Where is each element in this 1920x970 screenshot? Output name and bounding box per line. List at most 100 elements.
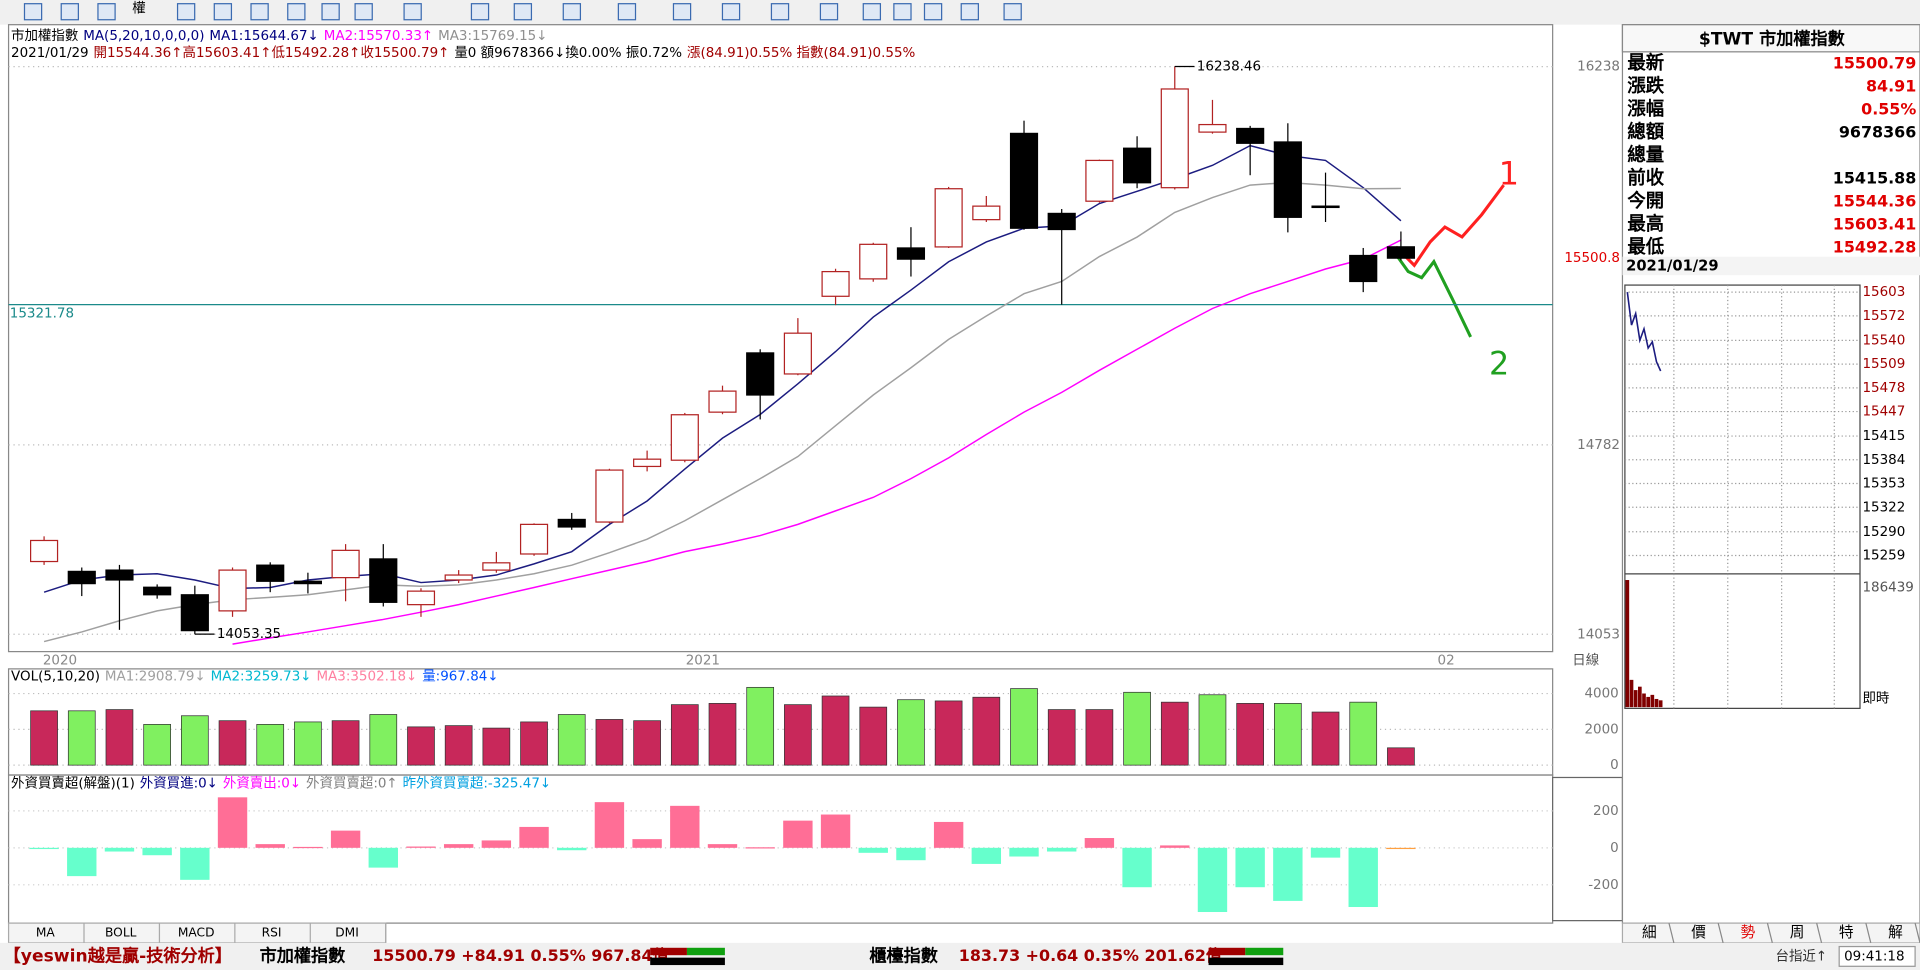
tool-icon[interactable] [862, 3, 882, 21]
foreign-bar [67, 847, 97, 877]
indicator-tab[interactable]: BOLL [105, 925, 137, 939]
candle-body [1160, 88, 1189, 189]
tool-icon[interactable] [321, 3, 340, 21]
tab-separator [1816, 922, 1823, 943]
tab-separator [1668, 922, 1675, 943]
quote-value: 0.55% [1861, 100, 1916, 119]
side-tab[interactable]: 解 [1888, 924, 1903, 941]
candle-body [1236, 127, 1265, 144]
toolbar-label[interactable]: 權 [132, 1, 145, 17]
foreign-bar [1047, 847, 1077, 852]
tool-icon[interactable] [819, 3, 839, 21]
indicator-tab[interactable]: DMI [335, 925, 359, 939]
tool-icon[interactable] [354, 3, 373, 21]
volume-bar [595, 719, 624, 766]
foreign-bar [443, 844, 474, 848]
indicator-tab[interactable]: MA [36, 925, 56, 939]
tool-icon[interactable] [562, 3, 582, 21]
y-tick-label: 0 [1610, 757, 1619, 773]
tool-icon[interactable] [960, 3, 979, 21]
indicator-tab[interactable]: MACD [178, 925, 215, 939]
y-tick-label: 15415 [1862, 428, 1905, 444]
ma-line [43, 181, 1401, 643]
header-line: 外資買賣超(解盤)(1) 外資買進:0↓ 外資賣出:0↓ 外資買賣超:0↑ 昨外資買賣超… [11, 776, 551, 792]
foreign-bar [707, 844, 738, 848]
foreign-bar [1273, 847, 1303, 901]
foreign-bar [368, 847, 398, 868]
candle-body [1311, 205, 1340, 209]
tool-icon[interactable] [470, 3, 490, 21]
header-segment: 量:967.84↓ [422, 668, 498, 684]
y-tick-label: 15540 [1862, 332, 1905, 348]
quote-value: 84.91 [1866, 77, 1916, 96]
tool-icon[interactable] [60, 3, 79, 21]
tool-icon[interactable] [721, 3, 741, 21]
tool-icon[interactable] [403, 3, 422, 21]
side-tab[interactable]: 價 [1691, 924, 1706, 941]
header-segment: 量0 額9678366↓換0.00% 振0.72% [454, 45, 682, 61]
tool-icon[interactable] [672, 3, 692, 21]
candle-body [972, 205, 1001, 221]
tab-separator [1766, 922, 1773, 943]
tool-icon[interactable] [893, 3, 912, 21]
header-segment: 外資買進:0↓ [140, 776, 218, 792]
quote-label: 漲跌 [1627, 75, 1664, 97]
candle-body [444, 574, 473, 581]
tool-icon[interactable] [1003, 3, 1022, 21]
foreign-bar [745, 847, 775, 849]
tab-separator [1717, 922, 1724, 943]
indicator-tab[interactable]: RSI [262, 925, 282, 939]
tool-icon[interactable] [23, 3, 43, 21]
volume-bar [1123, 691, 1151, 766]
side-tab[interactable]: 細 [1642, 924, 1657, 941]
tool-icon[interactable] [213, 3, 233, 21]
tool-icon[interactable] [513, 3, 533, 21]
foreign-bar [858, 847, 888, 853]
candle-body [1085, 159, 1114, 202]
status-bar [0, 942, 1920, 970]
status-quote: 183.73 +0.64 0.35% 201.62億 [959, 946, 1222, 965]
volume-bar [972, 696, 1001, 766]
status-link[interactable]: 台指近↑ [1776, 948, 1828, 964]
y-tick-label: 15259 [1862, 547, 1905, 563]
tool-icon[interactable] [617, 3, 637, 21]
mini-volume-bar [1625, 580, 1630, 708]
candle-body [1123, 147, 1152, 184]
volume-bar [67, 710, 96, 766]
candle-body [369, 558, 398, 603]
header-segment: VOL(5,10,20) [11, 668, 100, 684]
y-tick-label: 15322 [1862, 499, 1905, 515]
volume-bar [1387, 747, 1415, 766]
tool-icon[interactable] [923, 3, 943, 21]
side-tab[interactable]: 周 [1790, 924, 1805, 941]
mini-label: 即時 [1862, 690, 1889, 706]
tool-icon[interactable] [250, 3, 269, 21]
volume-bar [1085, 709, 1114, 766]
status-name: 市加權指數 [260, 945, 346, 966]
y-tick-label: 15290 [1862, 524, 1905, 540]
foreign-bar [670, 805, 700, 848]
side-tab[interactable]: 特 [1839, 924, 1854, 941]
tool-icon[interactable] [97, 3, 116, 21]
tool-icon[interactable] [770, 3, 790, 21]
quote-label: 今開 [1626, 190, 1664, 212]
status-blocks [650, 947, 1284, 966]
volume-bar [1236, 703, 1264, 766]
side-tab[interactable]: 勢 [1740, 924, 1755, 941]
quote-label: 前收 [1627, 167, 1664, 189]
y-tick-label: 14053 [1577, 626, 1620, 642]
price-panel [7, 24, 1554, 653]
candle-body [293, 580, 322, 585]
header-segment: MA1:15644.67↓ [209, 28, 318, 44]
volume-bar [520, 721, 548, 766]
tool-icon[interactable] [287, 3, 306, 21]
header-line: 市加權指數 MA(5,20,10,0,0,0) MA1:15644.67↓ MA2:1… [11, 27, 548, 44]
mark-label: 1 [1499, 154, 1519, 192]
period-label: 日線 [1572, 652, 1599, 668]
toolbar [0, 0, 1920, 25]
candle-body [105, 569, 134, 581]
mini-volume-bar [1638, 686, 1642, 708]
status-quote: 15500.79 +84.91 0.55% 967.84億 [372, 946, 668, 965]
mini-volume-bar [1629, 679, 1634, 708]
tool-icon[interactable] [176, 3, 196, 21]
